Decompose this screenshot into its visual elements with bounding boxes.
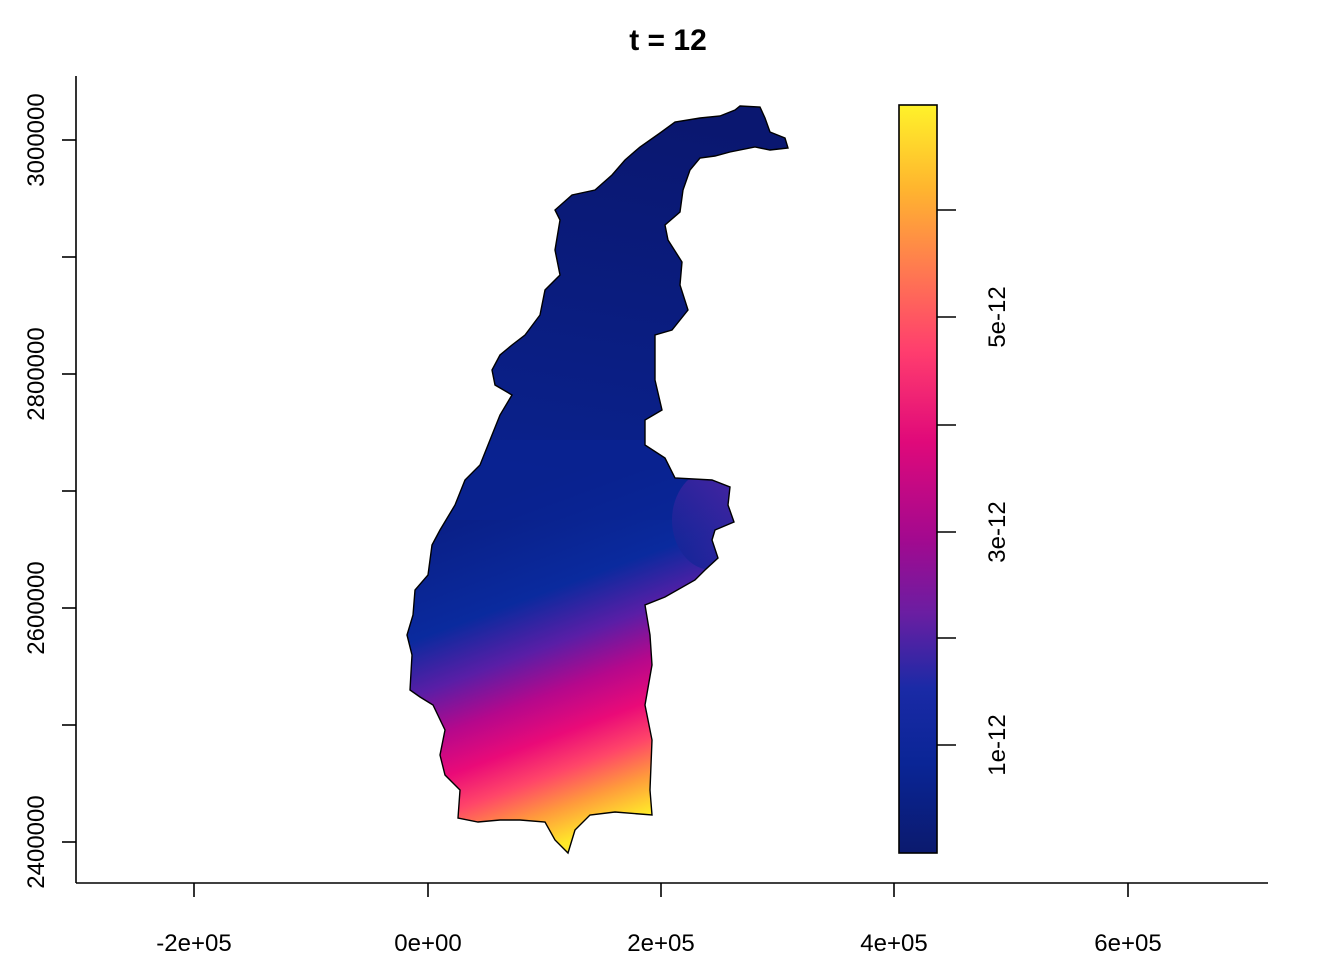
colorbar-tick-label: 3e-12 <box>984 501 1011 562</box>
colorbar-tick-label: 1e-12 <box>984 714 1011 775</box>
axes <box>75 76 1268 884</box>
y-tick-label: 2600000 <box>23 561 50 654</box>
colorbar <box>898 104 938 854</box>
x-tick-label: -2e+05 <box>156 930 231 957</box>
colorbar-legend: 1e-12 3e-12 5e-12 <box>898 104 1011 854</box>
y-tick-label: 2400000 <box>23 795 50 888</box>
x-tick-label: 4e+05 <box>860 930 927 957</box>
plot-title: t = 12 <box>629 24 707 57</box>
y-axis-ticks: 2400000 2600000 2800000 3000000 <box>23 93 76 889</box>
y-tick-label: 2800000 <box>23 327 50 420</box>
raster-region <box>406 105 789 854</box>
x-tick-label: 0e+00 <box>394 930 461 957</box>
raster-east-bump <box>672 470 752 570</box>
raster-south-fill <box>407 470 788 853</box>
y-tick-label: 3000000 <box>23 93 50 186</box>
x-tick-label: 6e+05 <box>1094 930 1161 957</box>
raster-blend <box>407 440 788 520</box>
x-axis-ticks: -2e+05 0e+00 2e+05 4e+05 6e+05 <box>156 883 1162 957</box>
colorbar-tick-label: 5e-12 <box>984 286 1011 347</box>
x-tick-label: 2e+05 <box>627 930 694 957</box>
